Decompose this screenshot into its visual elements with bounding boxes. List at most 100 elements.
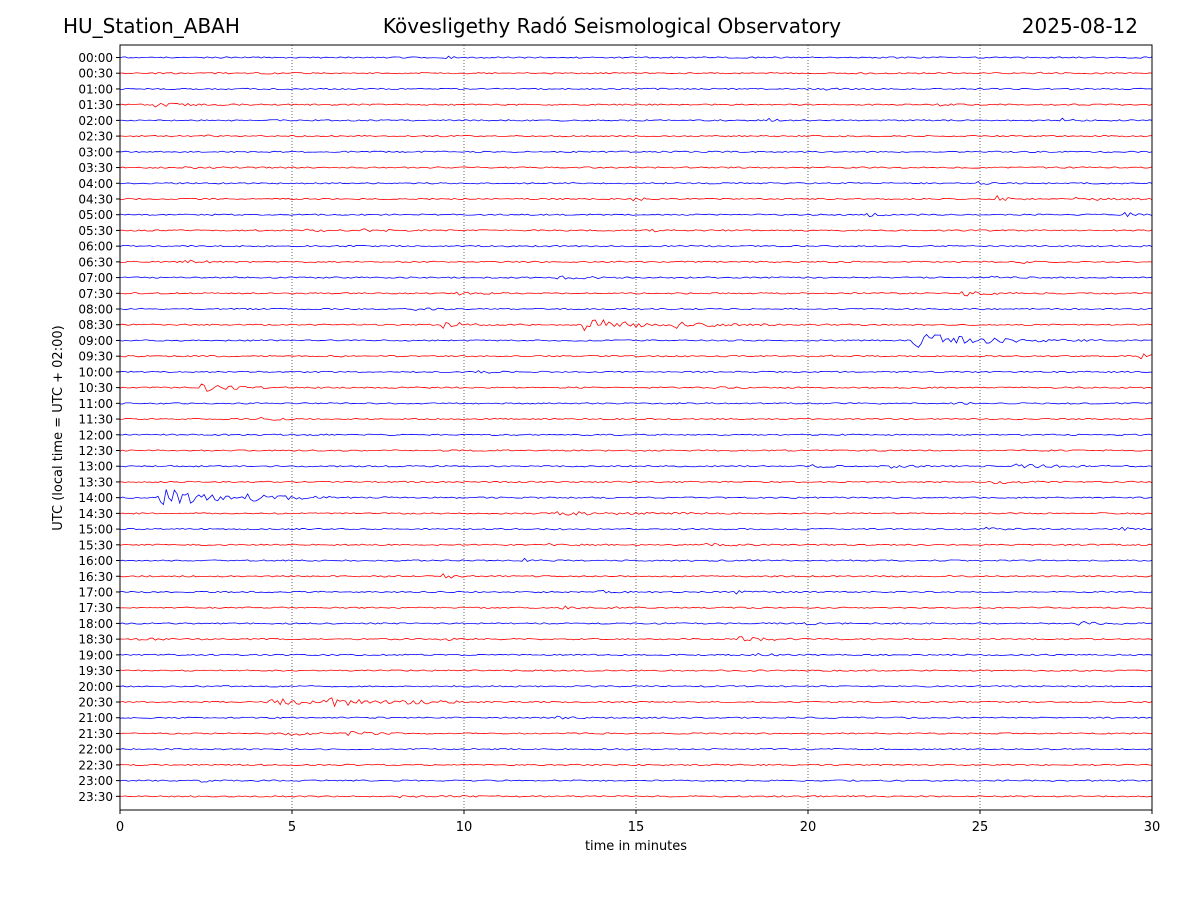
y-tick-label: 18:00	[78, 617, 113, 631]
trace-row-0430	[119, 195, 1153, 202]
trace-row-0230	[119, 134, 1153, 138]
trace-row-2000	[119, 685, 1153, 688]
y-tick-label: 12:00	[78, 428, 113, 442]
y-tick-label: 15:30	[78, 538, 113, 552]
trace-row-2030	[119, 697, 1153, 708]
y-tick-label: 21:30	[78, 727, 113, 741]
x-axis: 0 5 10 15 20 25 30	[116, 810, 1160, 835]
y-tick-label: 16:30	[78, 570, 113, 584]
y-tick-label: 21:00	[78, 711, 113, 725]
y-tick-label: 04:00	[78, 177, 113, 191]
y-tick-label: 20:30	[78, 696, 113, 710]
x-tick-label: 10	[456, 820, 473, 835]
trace-row-0530	[119, 228, 1153, 233]
x-tick-label: 20	[800, 820, 817, 835]
y-tick-label: 05:00	[78, 208, 113, 222]
x-tick-label: 5	[288, 820, 296, 835]
y-tick-label: 01:30	[78, 98, 113, 112]
trace-row-1430	[119, 511, 1153, 516]
y-tick-label: 02:30	[78, 130, 113, 144]
y-tick-label: 00:00	[78, 51, 113, 65]
trace-row-2230	[119, 763, 1153, 767]
trace-row-0130	[119, 102, 1153, 108]
trace-row-0830	[119, 319, 1153, 332]
trace-row-0800	[119, 307, 1153, 311]
trace-row-1730	[119, 605, 1153, 610]
trace-row-1330	[119, 480, 1153, 485]
trace-row-2130	[119, 731, 1153, 737]
y-axis-title: UTC (local time = UTC + 02:00)	[51, 325, 66, 530]
y-tick-label: 03:30	[78, 161, 113, 175]
trace-row-0200	[120, 117, 1153, 122]
y-tick-label: 01:00	[78, 82, 113, 96]
trace-row-1530	[119, 542, 1153, 547]
y-tick-label: 19:30	[78, 664, 113, 678]
trace-row-1600	[119, 557, 1153, 562]
y-tick-label: 10:30	[78, 381, 113, 395]
y-tick-label: 19:00	[78, 648, 113, 662]
station-name: HU_Station_ABAH	[63, 14, 240, 38]
trace-row-2100	[119, 715, 1153, 720]
y-tick-label: 22:00	[78, 743, 113, 757]
plot-background	[120, 45, 1152, 810]
y-tick-label: 14:30	[78, 507, 113, 521]
trace-row-1930	[119, 669, 1153, 672]
trace-row-1500	[119, 526, 1153, 532]
trace-row-0030	[119, 71, 1153, 75]
trace-row-1900	[119, 652, 1153, 657]
y-tick-label: 03:00	[78, 145, 113, 159]
trace-row-0900	[119, 333, 1153, 348]
trace-row-1030	[119, 383, 1153, 392]
y-tick-label: 16:00	[78, 554, 113, 568]
trace-row-0630	[119, 259, 1153, 264]
trace-row-0600	[119, 245, 1153, 248]
trace-rows	[119, 55, 1153, 799]
trace-row-1800	[119, 621, 1153, 626]
trace-row-1000	[119, 370, 1153, 374]
y-tick-label: 05:30	[78, 224, 113, 238]
y-tick-label: 08:00	[78, 303, 113, 317]
x-tick-label: 25	[972, 820, 989, 835]
y-tick-label: 17:30	[78, 601, 113, 615]
trace-row-2300	[119, 779, 1153, 783]
trace-row-1400	[119, 489, 1153, 506]
trace-row-1100	[119, 401, 1153, 405]
trace-row-2200	[119, 748, 1153, 751]
trace-row-1300	[119, 463, 1153, 469]
trace-row-1130	[119, 416, 1153, 421]
trace-row-1230	[119, 449, 1153, 452]
y-tick-label: 20:00	[78, 680, 113, 694]
y-tick-label: 08:30	[78, 318, 113, 332]
y-tick-label: 13:30	[78, 475, 113, 489]
y-tick-label: 10:00	[78, 365, 113, 379]
trace-row-2330	[119, 795, 1153, 799]
y-tick-label: 15:00	[78, 523, 113, 537]
trace-row-0000	[119, 55, 1153, 60]
trace-row-0300	[119, 150, 1153, 153]
y-tick-label: 09:30	[78, 350, 113, 364]
x-axis-title: time in minutes	[585, 839, 687, 854]
y-tick-label: 07:30	[78, 287, 113, 301]
trace-row-0400	[119, 181, 1153, 185]
y-tick-label: 00:30	[78, 67, 113, 81]
y-tick-label: 22:30	[78, 758, 113, 772]
observatory-title: Kövesligethy Radó Seismological Observat…	[382, 14, 842, 38]
y-tick-label: 18:30	[78, 633, 113, 647]
trace-row-0730	[119, 291, 1153, 297]
x-tick-label: 30	[1144, 820, 1161, 835]
trace-row-0500	[119, 211, 1153, 218]
y-tick-label: 14:00	[78, 491, 113, 505]
y-tick-label: 23:00	[78, 774, 113, 788]
trace-row-0700	[119, 275, 1153, 280]
y-tick-label: 06:00	[78, 240, 113, 254]
y-tick-label: 07:00	[78, 271, 113, 285]
x-tick-label: 0	[116, 820, 124, 835]
trace-row-1200	[119, 433, 1153, 436]
trace-row-1630	[119, 573, 1153, 579]
trace-row-1830	[119, 636, 1153, 642]
y-tick-label: 23:30	[78, 790, 113, 804]
y-tick-label: 11:30	[78, 413, 113, 427]
y-tick-label: 17:00	[78, 585, 113, 599]
